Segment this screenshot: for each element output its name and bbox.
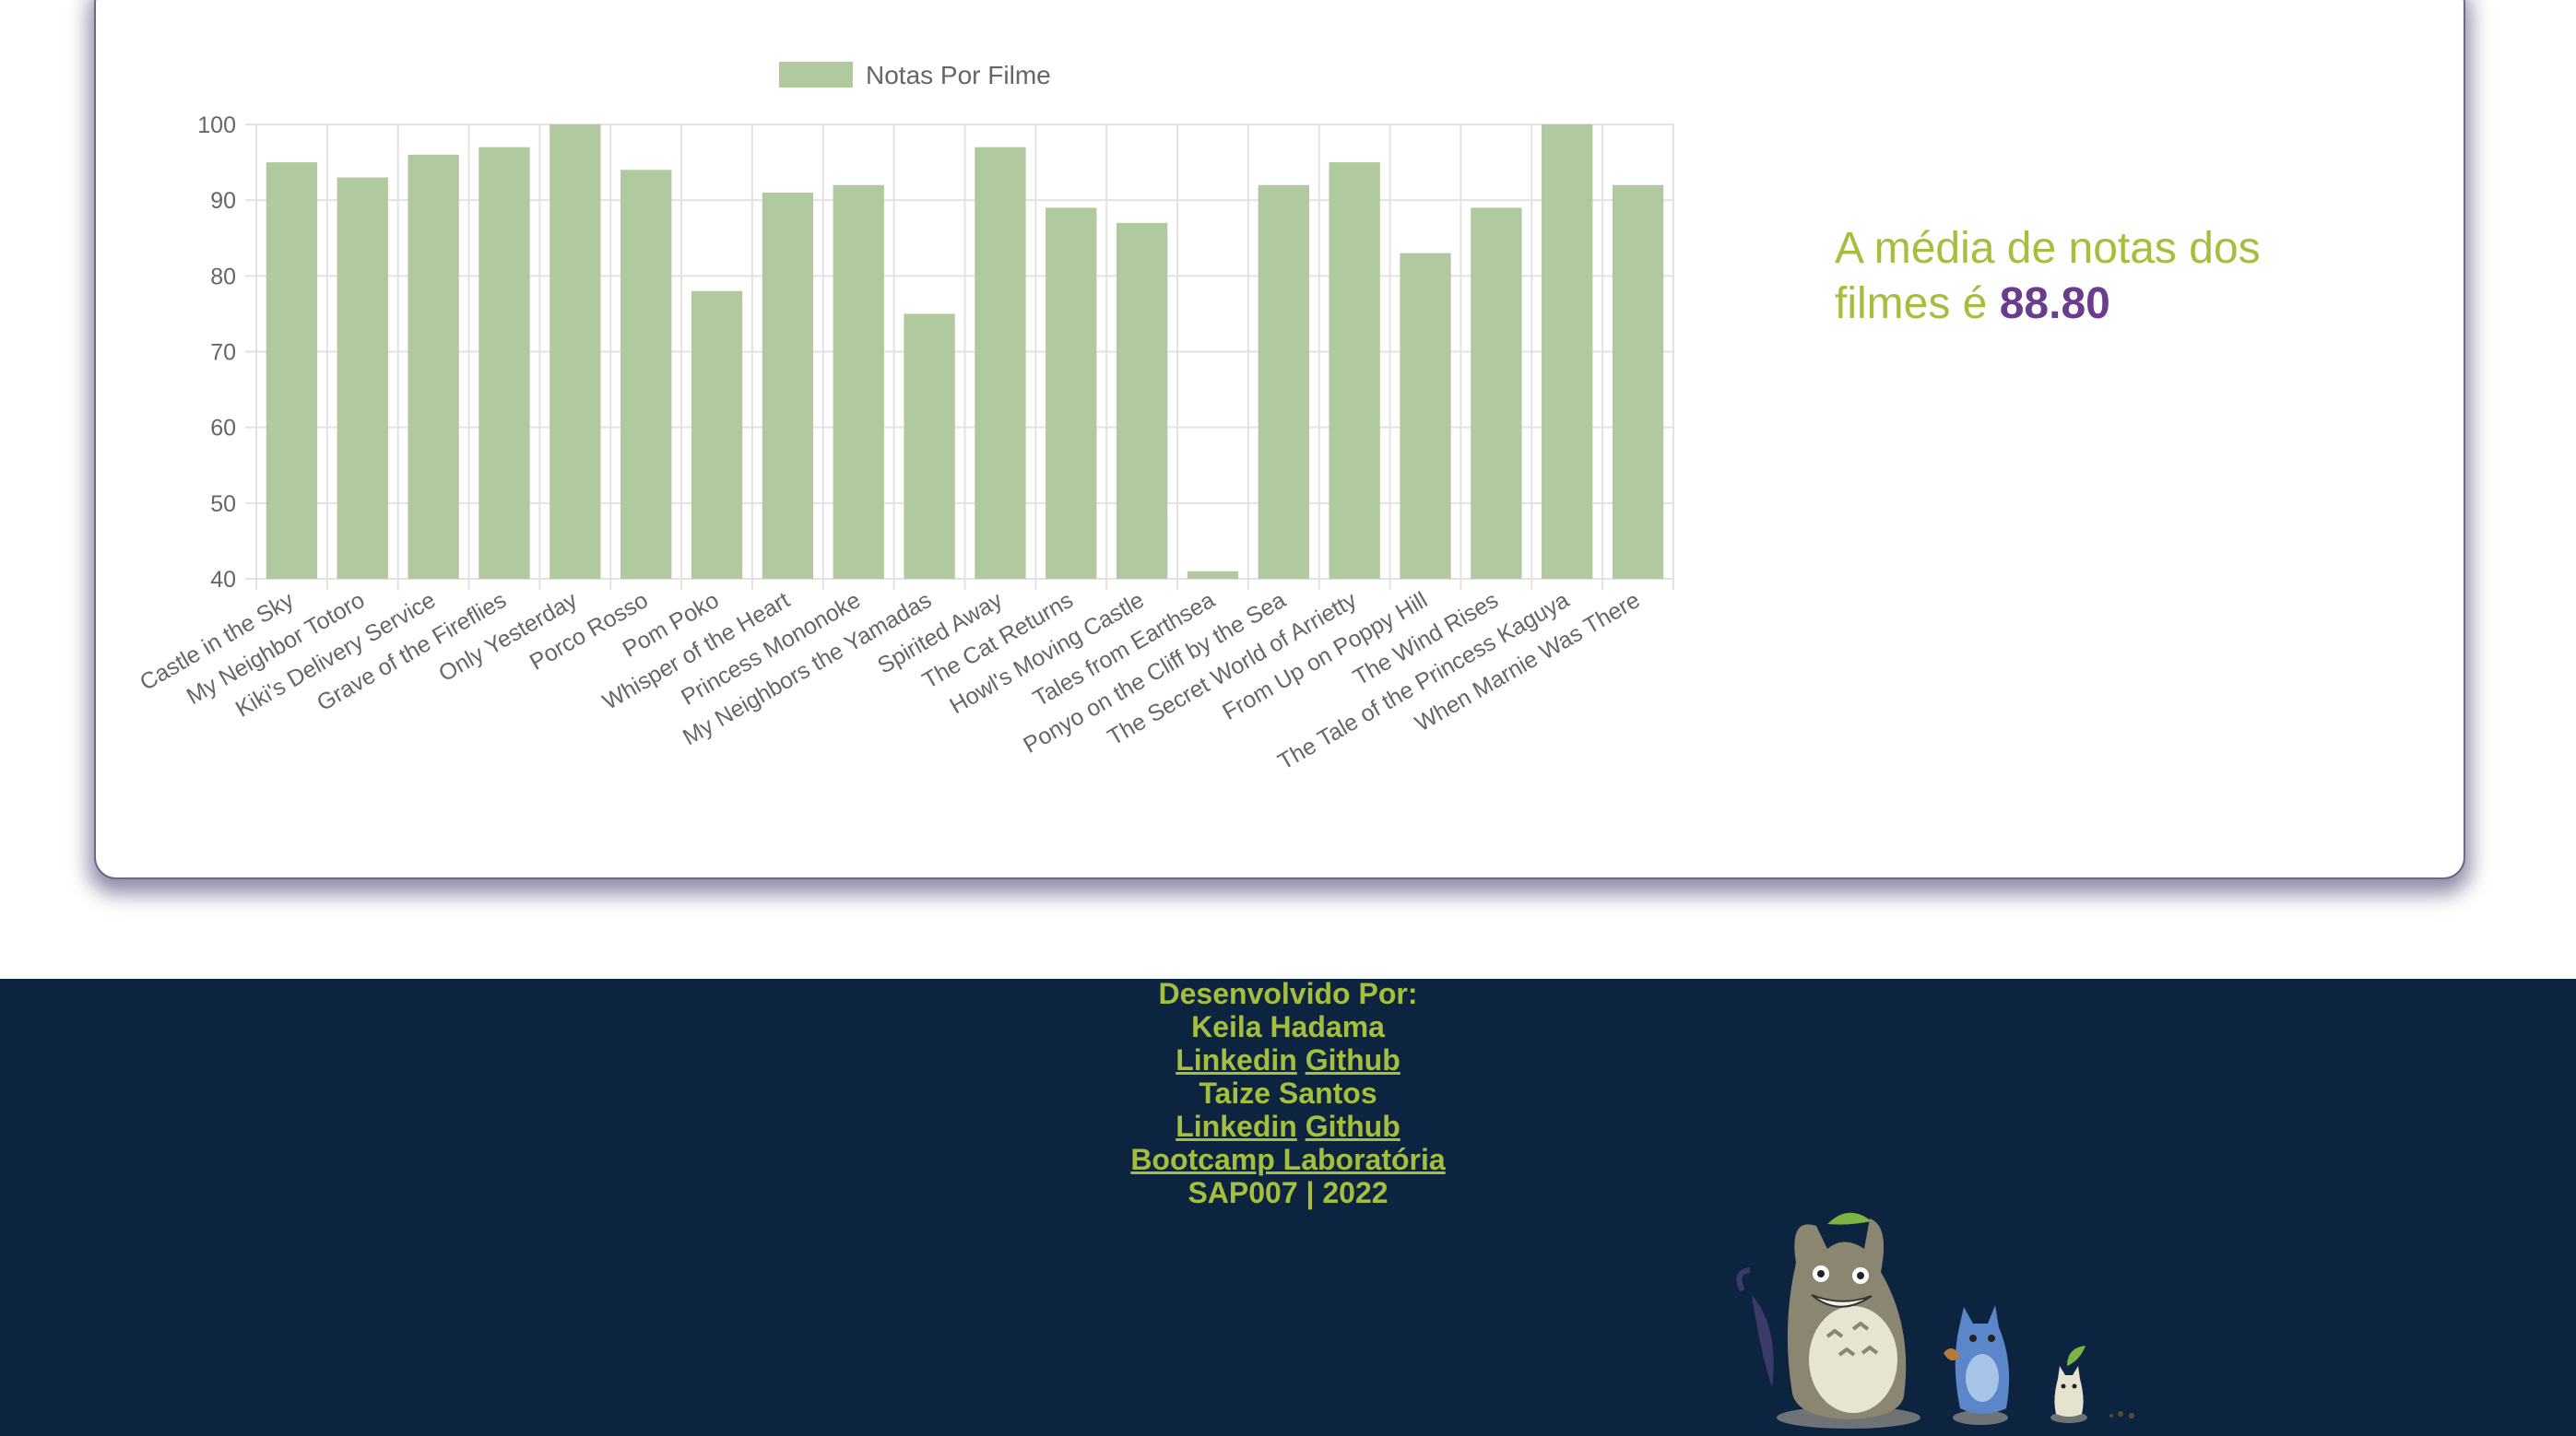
- bar: [1046, 207, 1097, 579]
- developer-1-links: Linkedin Github: [0, 1043, 2576, 1077]
- bar: [904, 313, 955, 579]
- bar: [1187, 571, 1239, 579]
- developed-by-label: Desenvolvido Por:: [1158, 977, 1418, 1010]
- bar: [479, 147, 530, 579]
- chu-totoro-icon: [1944, 1305, 2010, 1414]
- bar: [620, 170, 672, 580]
- bar: [1258, 184, 1309, 579]
- bar: [266, 162, 318, 580]
- bar: [337, 177, 388, 579]
- chu-totoro-shadow: [1953, 1410, 2008, 1425]
- average-value: 88.80: [1999, 279, 2110, 328]
- average-rating: A média de notas dos filmes é 88.80: [1835, 221, 2314, 332]
- y-tick-label: 70: [210, 340, 236, 366]
- bar: [1116, 222, 1168, 579]
- developer-1-name: Keila Hadama: [1191, 1010, 1385, 1043]
- bar: [1329, 162, 1380, 580]
- bar: [691, 290, 743, 579]
- y-tick-label: 40: [210, 567, 236, 593]
- legend-label: Notas Por Filme: [866, 61, 1051, 89]
- y-tick-label: 50: [210, 491, 236, 517]
- bar: [833, 184, 884, 579]
- bar: [762, 192, 814, 579]
- bar: [1542, 124, 1593, 579]
- developer-2-name: Taize Santos: [1199, 1077, 1377, 1110]
- bar: [1612, 184, 1664, 579]
- developer-1-linkedin-link[interactable]: Linkedin: [1176, 1043, 1297, 1077]
- bar: [549, 124, 601, 579]
- average-label: A média de notas dos filmes é: [1835, 224, 2261, 328]
- big-totoro-icon: [1736, 1212, 1907, 1419]
- developer-2-links: Linkedin Github: [0, 1110, 2576, 1143]
- y-tick-label: 100: [197, 112, 236, 138]
- bootcamp-line: Bootcamp Laboratória: [0, 1143, 2576, 1176]
- footer: [0, 979, 2576, 1436]
- footer-credits: Desenvolvido Por: Keila Hadama Linkedin …: [0, 977, 2576, 1209]
- bar: [1400, 253, 1451, 579]
- cohort-label: SAP007 | 2022: [1188, 1176, 1388, 1209]
- chart-card: 100 90 80 70 60 50 40 Castle in the Sky My Neigh…: [94, 0, 2465, 879]
- y-tick-label: 90: [210, 188, 236, 214]
- y-tick-label: 80: [210, 264, 236, 289]
- y-tick-label: 60: [210, 416, 236, 441]
- totoro-family-illustration: [1736, 1212, 2134, 1429]
- bar: [1471, 207, 1522, 579]
- legend-swatch: [779, 62, 853, 88]
- bar: [975, 147, 1026, 579]
- chibi-totoro-icon: [2054, 1346, 2134, 1418]
- bootcamp-link[interactable]: Bootcamp Laboratória: [1130, 1143, 1446, 1176]
- developer-1-github-link[interactable]: Github: [1305, 1043, 1400, 1077]
- developer-2-linkedin-link[interactable]: Linkedin: [1176, 1110, 1297, 1143]
- developer-2-github-link[interactable]: Github: [1305, 1110, 1400, 1143]
- bar: [408, 154, 459, 579]
